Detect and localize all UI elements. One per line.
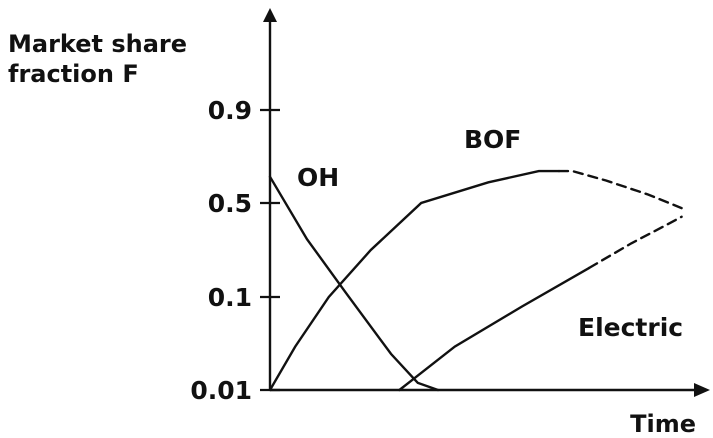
y-axis-arrowhead [263,8,277,22]
y-ticks: 0.9 0.5 0.1 0.01 [190,96,280,405]
series-line-projection [588,215,683,270]
y-tick-label: 0.1 [208,283,252,312]
series-label: BOF [464,125,521,154]
series-labels: OH BOF Electric [297,125,683,342]
series-line [398,266,591,392]
x-axis-label: Time [630,410,696,438]
series-lines [268,169,683,392]
y-axis-label: Market share fraction F [8,30,195,88]
y-tick-label: 0.5 [208,189,252,218]
series-line [268,175,440,392]
x-axis-arrowhead [694,383,710,397]
series-line-projection [557,169,683,210]
y-tick-label: 0.01 [190,376,252,405]
series-label: OH [297,163,339,192]
y-axis-label-line-1: Market share [8,30,187,58]
series-label: Electric [578,313,683,342]
y-axis-label-line-2: fraction F [8,60,139,88]
y-tick-label: 0.9 [208,96,252,125]
series-line [268,169,561,392]
